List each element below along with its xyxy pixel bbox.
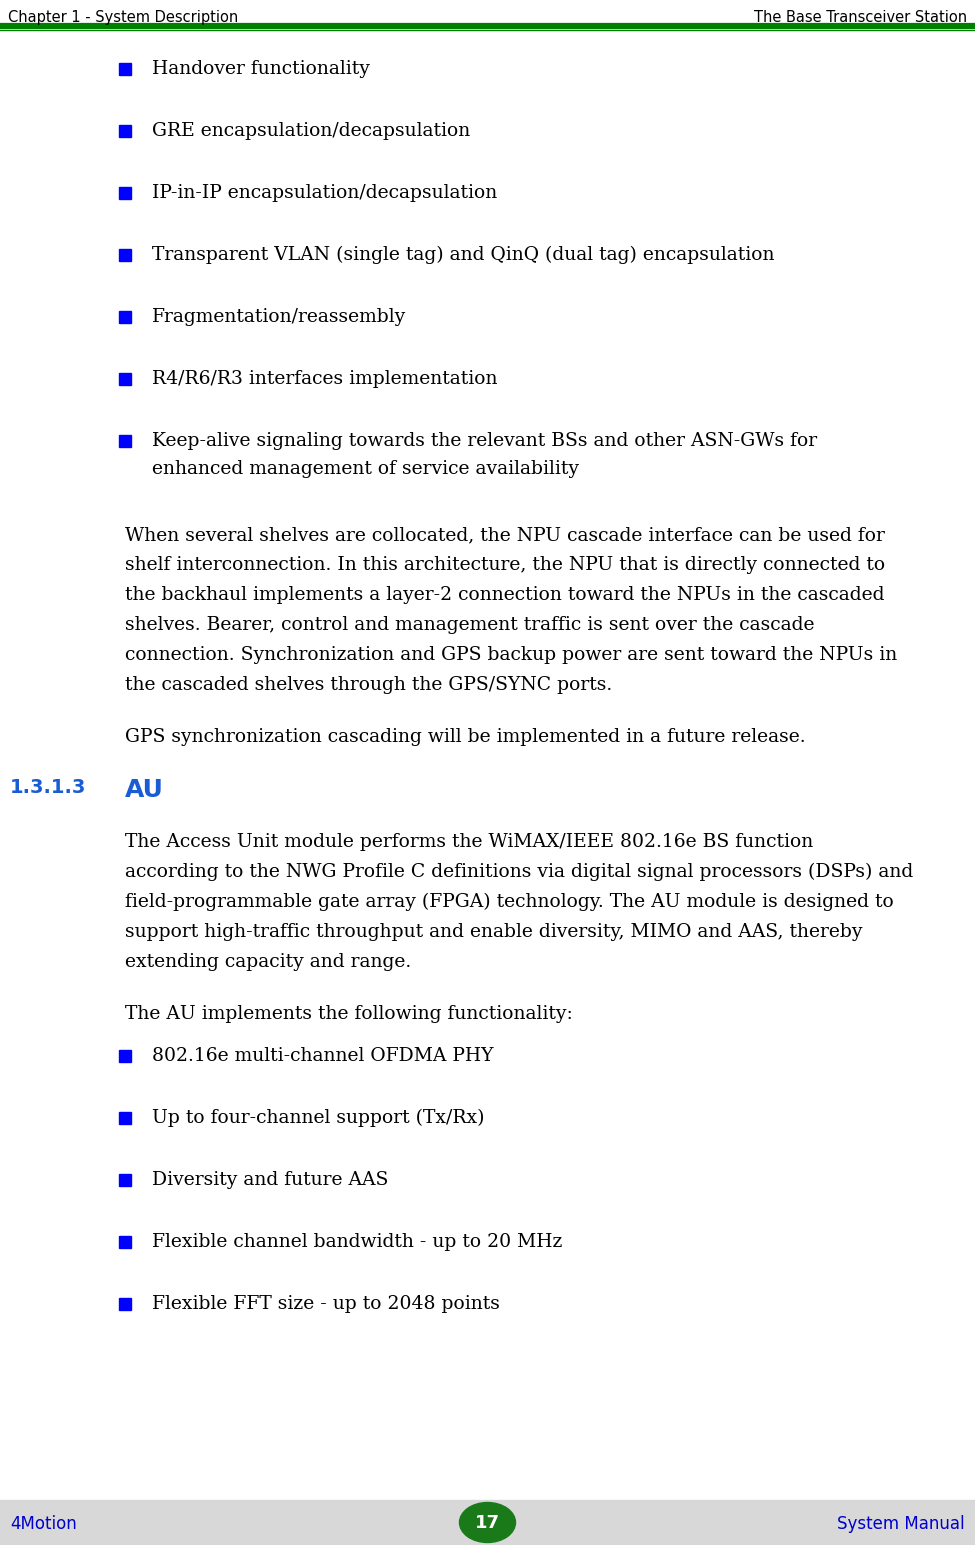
Text: Chapter 1 - System Description: Chapter 1 - System Description — [8, 9, 238, 25]
Text: GPS synchronization cascading will be implemented in a future release.: GPS synchronization cascading will be im… — [125, 728, 805, 746]
Text: 1.3.1.3: 1.3.1.3 — [10, 779, 87, 797]
Text: Up to four-channel support (Tx/Rx): Up to four-channel support (Tx/Rx) — [152, 1109, 485, 1128]
Text: IP-in-IP encapsulation/decapsulation: IP-in-IP encapsulation/decapsulation — [152, 184, 497, 202]
Text: R4/R6/R3 interfaces implementation: R4/R6/R3 interfaces implementation — [152, 369, 497, 388]
Bar — [119, 63, 131, 76]
Text: Keep-alive signaling towards the relevant BSs and other ASN-GWs for: Keep-alive signaling towards the relevan… — [152, 433, 817, 450]
Bar — [119, 372, 131, 385]
Text: Handover functionality: Handover functionality — [152, 60, 370, 77]
Bar — [119, 1051, 131, 1061]
Text: support high-traffic throughput and enable diversity, MIMO and AAS, thereby: support high-traffic throughput and enab… — [125, 922, 863, 941]
Text: When several shelves are collocated, the NPU cascade interface can be used for: When several shelves are collocated, the… — [125, 525, 885, 544]
Text: the backhaul implements a layer-2 connection toward the NPUs in the cascaded: the backhaul implements a layer-2 connec… — [125, 586, 884, 604]
Bar — [119, 1298, 131, 1310]
Bar — [119, 187, 131, 199]
Text: 17: 17 — [475, 1514, 500, 1531]
Text: Transparent VLAN (single tag) and QinQ (dual tag) encapsulation: Transparent VLAN (single tag) and QinQ (… — [152, 246, 774, 264]
Text: shelf interconnection. In this architecture, the NPU that is directly connected : shelf interconnection. In this architect… — [125, 556, 885, 575]
Text: connection. Synchronization and GPS backup power are sent toward the NPUs in: connection. Synchronization and GPS back… — [125, 646, 897, 664]
Text: The AU implements the following functionality:: The AU implements the following function… — [125, 1004, 572, 1023]
Text: extending capacity and range.: extending capacity and range. — [125, 953, 411, 970]
Bar — [119, 311, 131, 323]
Text: Flexible FFT size - up to 2048 points: Flexible FFT size - up to 2048 points — [152, 1295, 500, 1313]
Text: The Base Transceiver Station: The Base Transceiver Station — [754, 9, 967, 25]
Text: field-programmable gate array (FPGA) technology. The AU module is designed to: field-programmable gate array (FPGA) tec… — [125, 893, 894, 912]
Ellipse shape — [459, 1502, 516, 1542]
Text: Fragmentation/reassembly: Fragmentation/reassembly — [152, 307, 407, 326]
Text: GRE encapsulation/decapsulation: GRE encapsulation/decapsulation — [152, 122, 470, 141]
Bar — [119, 1236, 131, 1248]
Text: 4Motion: 4Motion — [10, 1516, 77, 1533]
Text: AU: AU — [125, 779, 164, 802]
Bar — [119, 436, 131, 447]
Text: The Access Unit module performs the WiMAX/IEEE 802.16e BS function: The Access Unit module performs the WiMA… — [125, 833, 813, 851]
Text: 802.16e multi-channel OFDMA PHY: 802.16e multi-channel OFDMA PHY — [152, 1048, 493, 1065]
Text: Diversity and future AAS: Diversity and future AAS — [152, 1171, 388, 1190]
Text: enhanced management of service availability: enhanced management of service availabil… — [152, 460, 579, 477]
Text: System Manual: System Manual — [838, 1516, 965, 1533]
Text: Flexible channel bandwidth - up to 20 MHz: Flexible channel bandwidth - up to 20 MH… — [152, 1233, 563, 1251]
Text: according to the NWG Profile C definitions via digital signal processors (DSPs) : according to the NWG Profile C definitio… — [125, 864, 914, 881]
Bar — [119, 125, 131, 138]
Bar — [119, 1112, 131, 1125]
Bar — [119, 249, 131, 261]
Bar — [0, 1500, 975, 1545]
Text: shelves. Bearer, control and management traffic is sent over the cascade: shelves. Bearer, control and management … — [125, 616, 814, 633]
Bar — [119, 1174, 131, 1187]
Text: the cascaded shelves through the GPS/SYNC ports.: the cascaded shelves through the GPS/SYN… — [125, 677, 612, 694]
